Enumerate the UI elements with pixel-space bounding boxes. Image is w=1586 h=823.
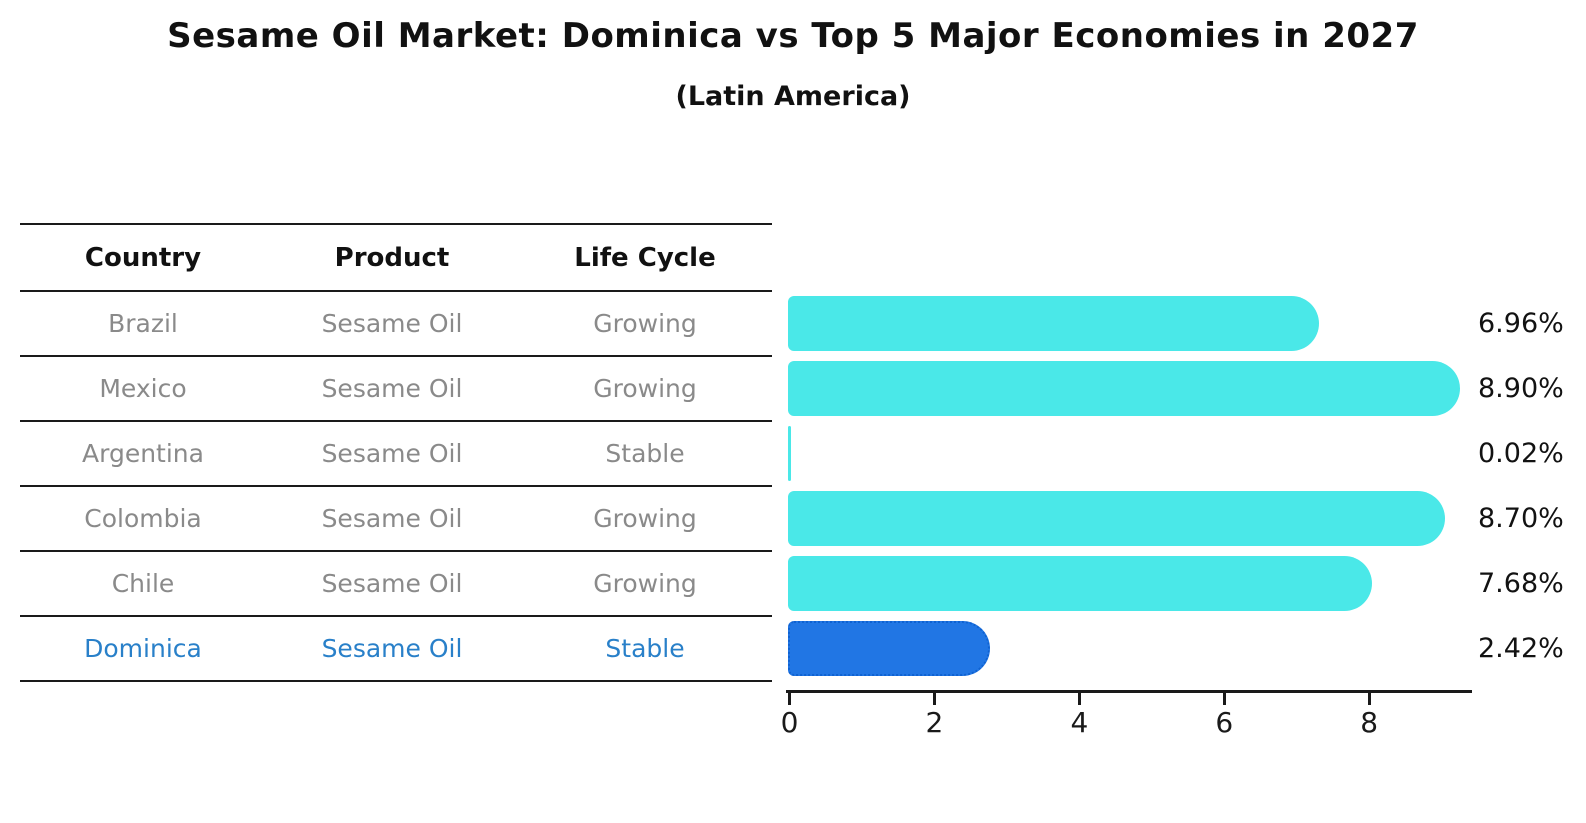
country-table: Country Product Life Cycle Brazil Sesame Oi… [20,223,772,682]
value-label: 2.42% [1478,632,1564,664]
cell-life_cycle: Stable [605,634,685,663]
x-tick-label: 8 [1360,706,1379,739]
x-axis-line [786,690,1472,693]
x-tick-label: 6 [1215,706,1234,739]
table-header-product: Product [334,242,450,273]
table-row: Brazil Sesame Oil Growing [20,292,772,357]
x-tick-label: 0 [780,706,799,739]
bar-brazil [788,296,1320,351]
x-tick-label: 4 [1070,706,1089,739]
cell-life_cycle: Growing [593,374,697,403]
table-row: Mexico Sesame Oil Growing [20,357,772,422]
table-row: Argentina Sesame Oil Stable [20,422,772,487]
cell-product: Sesame Oil [321,634,463,663]
x-tick-mark [1077,692,1081,705]
x-tick-mark [1367,692,1371,705]
bar-colombia [788,491,1446,546]
table-header-row: Country Product Life Cycle [20,223,772,292]
value-label: 7.68% [1478,567,1564,599]
table-row: Dominica Sesame Oil Stable [20,617,772,682]
cell-product: Sesame Oil [321,569,463,598]
bar-chile [788,556,1372,611]
cell-life_cycle: Stable [605,439,685,468]
cell-life_cycle: Growing [593,504,697,533]
cell-country: Argentina [82,439,204,468]
x-tick-mark [1222,692,1226,705]
chart-subtitle: (Latin America) [675,81,911,112]
cell-product: Sesame Oil [321,439,463,468]
cell-country: Chile [111,569,175,598]
cell-life_cycle: Growing [593,569,697,598]
x-tick-mark [932,692,936,705]
cell-product: Sesame Oil [321,504,463,533]
cell-country: Dominica [84,634,202,663]
value-label: 8.90% [1478,372,1564,404]
cell-life_cycle: Growing [593,309,697,338]
cell-country: Brazil [108,309,178,338]
value-label: 8.70% [1478,502,1564,534]
value-label: 0.02% [1478,437,1564,469]
table-row: Chile Sesame Oil Growing [20,552,772,617]
cell-country: Mexico [99,374,187,403]
table-row: Colombia Sesame Oil Growing [20,487,772,552]
cell-product: Sesame Oil [321,309,463,338]
table-body: Brazil Sesame Oil Growing Mexico Sesame Oil G… [20,292,772,682]
x-tick-mark [788,692,791,705]
cell-country: Colombia [84,504,202,533]
bar-dominica [788,621,991,676]
cell-product: Sesame Oil [321,374,463,403]
x-tick-label: 2 [925,706,944,739]
table-header-life-cycle: Life Cycle [574,242,716,273]
table-header-country: Country [84,242,202,273]
chart-title: Sesame Oil Market: Dominica vs Top 5 Maj… [167,16,1419,56]
bar-mexico [788,361,1460,416]
value-label: 6.96% [1478,307,1564,339]
bar-argentina [788,426,791,481]
